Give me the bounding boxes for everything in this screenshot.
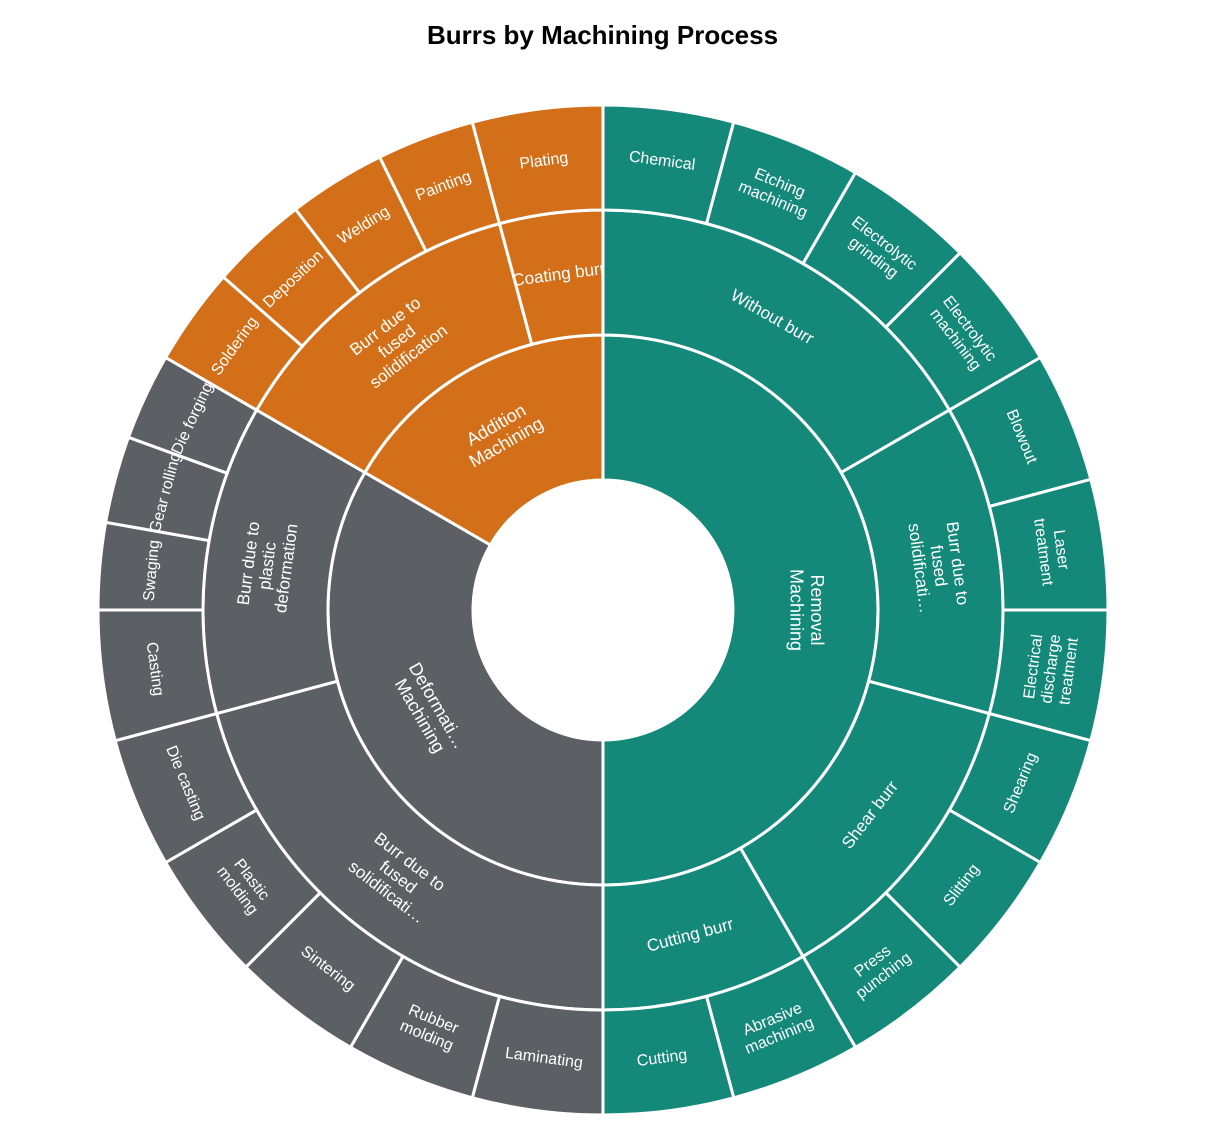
chart-title: Burrs by Machining Process (0, 20, 1205, 51)
inner-label: RemovalMachining (786, 569, 826, 651)
sunburst-chart: RemovalMachiningDeformati…MachiningAddit… (73, 80, 1133, 1140)
svg-text:Removal: Removal (806, 574, 826, 645)
svg-text:Machining: Machining (786, 569, 806, 651)
outer-label: Electricaldischargetreatment (1020, 631, 1081, 707)
